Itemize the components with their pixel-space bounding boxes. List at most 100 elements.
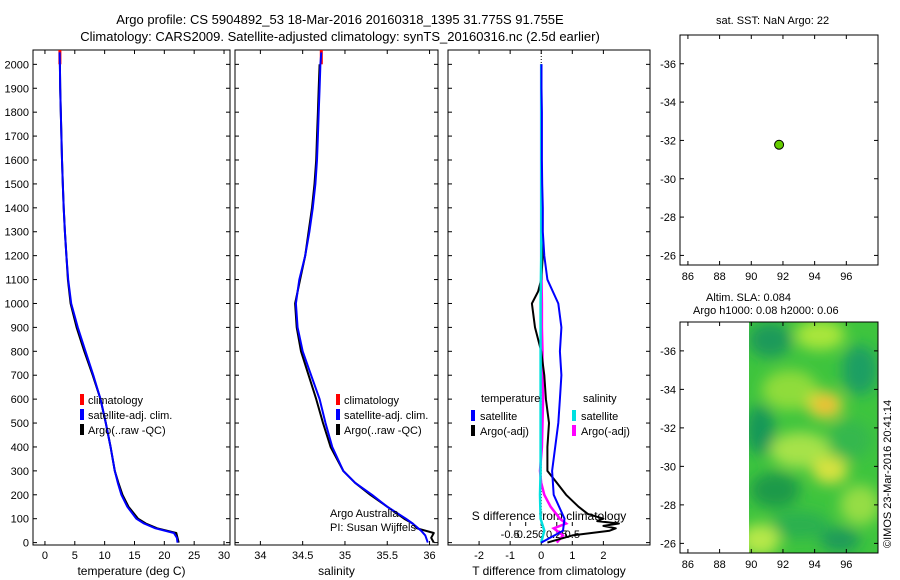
map-sst-ytick-label: -34 — [660, 97, 676, 109]
temperature-ytick-label: 1000 — [5, 298, 29, 310]
map-sla-ytick-label: -32 — [660, 423, 676, 435]
map-sla-ytick-label: -30 — [660, 461, 676, 473]
salinity-legend-swatch — [336, 409, 340, 420]
differences-top-xlabel: S difference from climatology — [472, 509, 627, 523]
temperature-xtick-label: 0 — [42, 550, 48, 562]
differences-legend-title-temperature: temperature — [481, 393, 540, 405]
temperature-ytick-label: 700 — [11, 370, 29, 382]
temperature-legend-swatch — [80, 394, 84, 405]
map-sst-ytick-label: -26 — [660, 250, 676, 262]
salinity-xtick-label: 36 — [423, 550, 435, 562]
temperature-xtick-label: 5 — [72, 550, 78, 562]
temperature-ytick-label: 1200 — [5, 251, 29, 263]
credit-stamp: ©IMOS 23-Mar-2016 20:41:14 — [882, 399, 894, 548]
temperature-ytick-label: 1300 — [5, 227, 29, 239]
temperature-ytick-label: 1800 — [5, 107, 29, 119]
map-sla-xtick-label: 86 — [682, 559, 694, 571]
map-sst-ytick-label: -30 — [660, 174, 676, 186]
map-sst-xtick-label: 88 — [713, 271, 725, 283]
figure-title-line1: Argo profile: CS 5904892_53 18-Mar-2016 … — [116, 12, 564, 27]
sla-map-title1: Altim. SLA: 0.084 — [706, 292, 791, 304]
differences-xtick-label: -2 — [474, 550, 484, 562]
salinity-legend-label: climatology — [344, 395, 400, 407]
differences-legend-swatch — [471, 425, 475, 436]
differences-legend-swatch — [471, 410, 475, 421]
map-sst-ytick-label: -32 — [660, 135, 676, 147]
map-sla-ytick-label: -36 — [660, 346, 676, 358]
map-sla-xtick-label: 90 — [745, 559, 757, 571]
differences-legend-label: Argo(-adj) — [581, 426, 630, 438]
figure-title-line2: Climatology: CARS2009. Satellite-adjuste… — [80, 29, 600, 44]
temperature-ytick-label: 900 — [11, 322, 29, 334]
temperature-legend-label: Argo(..raw -QC) — [88, 425, 166, 437]
temperature-ytick-label: 1900 — [5, 83, 29, 95]
differences-xtick-label: 1 — [569, 550, 575, 562]
temperature-xtick-label: 15 — [128, 550, 140, 562]
differences-legend-swatch — [572, 410, 576, 421]
temperature-xtick-label: 20 — [158, 550, 170, 562]
differences-xtick-label: 2 — [600, 550, 606, 562]
temperature-frame — [32, 49, 231, 546]
sla-map-title2: Argo h1000: 0.08 h2000: 0.06 — [693, 305, 839, 317]
salinity-xtick-label: 34 — [254, 550, 266, 562]
temperature-ytick-label: 300 — [11, 466, 29, 478]
differences-xtick-label: -1 — [505, 550, 515, 562]
map-sla-ytick-label: -28 — [660, 500, 676, 512]
salinity-legend-label: Argo(..raw -QC) — [344, 425, 422, 437]
temperature-ytick-label: 200 — [11, 490, 29, 502]
profile-location-marker — [774, 139, 785, 150]
map-sla-ytick-label: -26 — [660, 538, 676, 550]
temperature-ytick-label: 600 — [11, 394, 29, 406]
temperature-ytick-label: 1400 — [5, 203, 29, 215]
temperature-series-satellite-adj-clim- — [58, 52, 179, 543]
temperature-ytick-label: 1600 — [5, 155, 29, 167]
temperature-ytick-label: 1100 — [5, 275, 29, 287]
sla-heatmap — [749, 322, 878, 553]
map-sst-xtick-label: 92 — [777, 271, 789, 283]
temperature-legend-swatch — [80, 409, 84, 420]
map-sla-xtick-label: 92 — [777, 559, 789, 571]
differences-series-temperature-satellite — [540, 64, 566, 544]
differences-series-salinity-satellite — [538, 64, 546, 543]
temperature-xtick-label: 30 — [218, 550, 230, 562]
map-sst-ytick-label: -28 — [660, 212, 676, 224]
differences-stick-label: -0.5 — [501, 529, 520, 541]
differences-xtick-label: 0 — [538, 550, 544, 562]
salinity-xtick-label: 35 — [339, 550, 351, 562]
temperature-ytick-label: 400 — [11, 442, 29, 454]
map-sst-xtick-label: 96 — [840, 271, 852, 283]
temperature-xtick-label: 10 — [99, 550, 111, 562]
map-sst-xtick-label: 94 — [809, 271, 821, 283]
differences-frame — [447, 49, 651, 546]
map-sla-frame — [679, 321, 879, 554]
differences-legend-swatch — [572, 425, 576, 436]
temperature-legend-swatch — [80, 424, 84, 435]
differences-legend-label: satellite — [480, 411, 517, 423]
temperature-xtick-label: 25 — [188, 550, 200, 562]
sst-map-title: sat. SST: NaN Argo: 22 — [716, 15, 830, 27]
salinity-series-argo-raw-qc- — [294, 64, 435, 544]
temperature-ytick-label: 0 — [23, 538, 29, 550]
differences-stick-label: -0.25 — [513, 529, 538, 541]
temperature-xlabel: temperature (deg C) — [77, 564, 185, 578]
annotation-line1: Argo Australia — [330, 508, 399, 520]
temperature-legend-label: climatology — [88, 395, 144, 407]
map-sst-frame — [679, 34, 879, 266]
salinity-xlabel: salinity — [318, 564, 355, 578]
map-sst-ytick-label: -36 — [660, 59, 676, 71]
salinity-legend-label: satellite-adj. clim. — [344, 410, 428, 422]
temperature-series-argo-raw-qc- — [58, 64, 180, 543]
differences-legend-label: satellite — [581, 411, 618, 423]
salinity-xtick-label: 35.5 — [377, 550, 398, 562]
annotation-line2: PI: Susan Wijffels — [330, 522, 416, 534]
temperature-ytick-label: 500 — [11, 418, 29, 430]
salinity-series-satellite-adj-clim- — [294, 52, 429, 543]
map-sla-ytick-label: -34 — [660, 384, 676, 396]
temperature-legend-label: satellite-adj. clim. — [88, 410, 172, 422]
map-sla-xtick-label: 88 — [713, 559, 725, 571]
salinity-legend-swatch — [336, 394, 340, 405]
map-sla-xtick-label: 94 — [809, 559, 821, 571]
salinity-frame — [234, 49, 439, 546]
